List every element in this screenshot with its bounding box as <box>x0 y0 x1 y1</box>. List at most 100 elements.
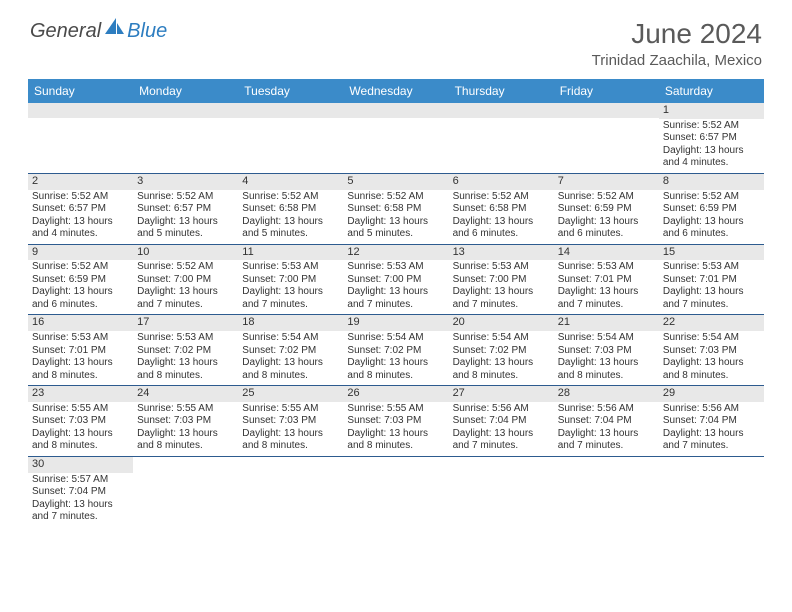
day-details: Sunrise: 5:56 AMSunset: 7:04 PMDaylight:… <box>449 402 554 456</box>
day-number: 23 <box>28 386 133 402</box>
sunset-line: Sunset: 7:01 PM <box>663 274 760 287</box>
calendar-cell <box>343 456 448 526</box>
day-details: Sunrise: 5:52 AMSunset: 6:57 PMDaylight:… <box>28 190 133 244</box>
sunrise-line: Sunrise: 5:52 AM <box>137 261 234 274</box>
sunset-line: Sunset: 6:58 PM <box>453 203 550 216</box>
sunrise-line: Sunrise: 5:53 AM <box>453 261 550 274</box>
daylight-line: Daylight: 13 hours and 8 minutes. <box>32 357 129 382</box>
sunset-line: Sunset: 7:04 PM <box>453 415 550 428</box>
sunset-line: Sunset: 7:04 PM <box>663 415 760 428</box>
day-details: Sunrise: 5:55 AMSunset: 7:03 PMDaylight:… <box>238 402 343 456</box>
daylight-line: Daylight: 13 hours and 4 minutes. <box>663 145 760 170</box>
calendar-cell: 9Sunrise: 5:52 AMSunset: 6:59 PMDaylight… <box>28 244 133 315</box>
calendar-cell <box>554 103 659 173</box>
day-details: Sunrise: 5:54 AMSunset: 7:03 PMDaylight:… <box>659 331 764 385</box>
sunrise-line: Sunrise: 5:52 AM <box>32 191 129 204</box>
daylight-line: Daylight: 13 hours and 7 minutes. <box>453 428 550 453</box>
sunrise-line: Sunrise: 5:54 AM <box>242 332 339 345</box>
calendar-cell: 6Sunrise: 5:52 AMSunset: 6:58 PMDaylight… <box>449 173 554 244</box>
sunset-line: Sunset: 7:04 PM <box>32 486 129 499</box>
daylight-line: Daylight: 13 hours and 8 minutes. <box>32 428 129 453</box>
sunset-line: Sunset: 7:03 PM <box>558 345 655 358</box>
calendar-row: 16Sunrise: 5:53 AMSunset: 7:01 PMDayligh… <box>28 315 764 386</box>
day-details: Sunrise: 5:53 AMSunset: 7:00 PMDaylight:… <box>343 260 448 314</box>
calendar-cell: 16Sunrise: 5:53 AMSunset: 7:01 PMDayligh… <box>28 315 133 386</box>
sunrise-line: Sunrise: 5:53 AM <box>663 261 760 274</box>
sunset-line: Sunset: 6:59 PM <box>663 203 760 216</box>
weekday-header: Sunday <box>28 79 133 103</box>
sunset-line: Sunset: 7:02 PM <box>137 345 234 358</box>
calendar-cell: 25Sunrise: 5:55 AMSunset: 7:03 PMDayligh… <box>238 386 343 457</box>
daylight-line: Daylight: 13 hours and 7 minutes. <box>663 428 760 453</box>
day-details: Sunrise: 5:53 AMSunset: 7:02 PMDaylight:… <box>133 331 238 385</box>
day-number: 10 <box>133 245 238 261</box>
day-details: Sunrise: 5:54 AMSunset: 7:02 PMDaylight:… <box>238 331 343 385</box>
sunset-line: Sunset: 6:59 PM <box>558 203 655 216</box>
sunrise-line: Sunrise: 5:53 AM <box>347 261 444 274</box>
day-number: 6 <box>449 174 554 190</box>
empty-day-bar <box>28 103 133 118</box>
calendar-cell <box>133 103 238 173</box>
day-details: Sunrise: 5:52 AMSunset: 6:59 PMDaylight:… <box>554 190 659 244</box>
daylight-line: Daylight: 13 hours and 6 minutes. <box>453 216 550 241</box>
weekday-header: Monday <box>133 79 238 103</box>
day-details: Sunrise: 5:54 AMSunset: 7:02 PMDaylight:… <box>343 331 448 385</box>
day-details: Sunrise: 5:52 AMSunset: 7:00 PMDaylight:… <box>133 260 238 314</box>
day-details: Sunrise: 5:53 AMSunset: 7:01 PMDaylight:… <box>554 260 659 314</box>
weekday-header: Tuesday <box>238 79 343 103</box>
weekday-header: Wednesday <box>343 79 448 103</box>
day-number: 2 <box>28 174 133 190</box>
sunset-line: Sunset: 7:00 PM <box>453 274 550 287</box>
day-number: 20 <box>449 315 554 331</box>
sunrise-line: Sunrise: 5:52 AM <box>347 191 444 204</box>
calendar-cell: 20Sunrise: 5:54 AMSunset: 7:02 PMDayligh… <box>449 315 554 386</box>
daylight-line: Daylight: 13 hours and 8 minutes. <box>663 357 760 382</box>
day-details: Sunrise: 5:52 AMSunset: 6:58 PMDaylight:… <box>449 190 554 244</box>
sunset-line: Sunset: 6:58 PM <box>347 203 444 216</box>
daylight-line: Daylight: 13 hours and 7 minutes. <box>242 286 339 311</box>
sunset-line: Sunset: 6:57 PM <box>663 132 760 145</box>
sunrise-line: Sunrise: 5:52 AM <box>558 191 655 204</box>
calendar-cell: 18Sunrise: 5:54 AMSunset: 7:02 PMDayligh… <box>238 315 343 386</box>
day-number: 16 <box>28 315 133 331</box>
calendar-cell <box>28 103 133 173</box>
sunset-line: Sunset: 7:00 PM <box>242 274 339 287</box>
sunset-line: Sunset: 7:01 PM <box>558 274 655 287</box>
daylight-line: Daylight: 13 hours and 8 minutes. <box>558 357 655 382</box>
day-number: 15 <box>659 245 764 261</box>
calendar-cell <box>554 456 659 526</box>
sunrise-line: Sunrise: 5:52 AM <box>32 261 129 274</box>
logo-text-general: General <box>30 20 101 43</box>
day-details: Sunrise: 5:52 AMSunset: 6:58 PMDaylight:… <box>343 190 448 244</box>
sunset-line: Sunset: 6:57 PM <box>32 203 129 216</box>
sunset-line: Sunset: 6:59 PM <box>32 274 129 287</box>
sunrise-line: Sunrise: 5:52 AM <box>242 191 339 204</box>
daylight-line: Daylight: 13 hours and 6 minutes. <box>558 216 655 241</box>
calendar-row: 30Sunrise: 5:57 AMSunset: 7:04 PMDayligh… <box>28 456 764 526</box>
calendar-cell: 2Sunrise: 5:52 AMSunset: 6:57 PMDaylight… <box>28 173 133 244</box>
daylight-line: Daylight: 13 hours and 4 minutes. <box>32 216 129 241</box>
sunrise-line: Sunrise: 5:57 AM <box>32 474 129 487</box>
header: General Blue June 2024 Trinidad Zaachila… <box>0 0 792 77</box>
logo-text-blue: Blue <box>127 20 167 43</box>
daylight-line: Daylight: 13 hours and 8 minutes. <box>137 357 234 382</box>
calendar-cell: 24Sunrise: 5:55 AMSunset: 7:03 PMDayligh… <box>133 386 238 457</box>
daylight-line: Daylight: 13 hours and 7 minutes. <box>558 428 655 453</box>
day-number: 9 <box>28 245 133 261</box>
day-details: Sunrise: 5:53 AMSunset: 7:01 PMDaylight:… <box>28 331 133 385</box>
day-number: 13 <box>449 245 554 261</box>
day-number: 14 <box>554 245 659 261</box>
day-number: 18 <box>238 315 343 331</box>
sunset-line: Sunset: 7:03 PM <box>32 415 129 428</box>
sunrise-line: Sunrise: 5:54 AM <box>663 332 760 345</box>
daylight-line: Daylight: 13 hours and 8 minutes. <box>453 357 550 382</box>
empty-day-bar <box>133 103 238 118</box>
month-title: June 2024 <box>592 18 762 50</box>
sunset-line: Sunset: 7:04 PM <box>558 415 655 428</box>
sunset-line: Sunset: 6:58 PM <box>242 203 339 216</box>
day-details: Sunrise: 5:56 AMSunset: 7:04 PMDaylight:… <box>659 402 764 456</box>
day-number: 22 <box>659 315 764 331</box>
daylight-line: Daylight: 13 hours and 7 minutes. <box>32 499 129 524</box>
daylight-line: Daylight: 13 hours and 7 minutes. <box>663 286 760 311</box>
sunset-line: Sunset: 7:03 PM <box>347 415 444 428</box>
